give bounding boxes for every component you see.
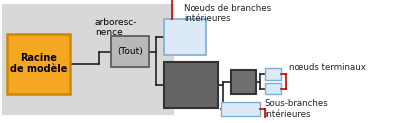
FancyBboxPatch shape — [221, 102, 260, 116]
FancyBboxPatch shape — [111, 36, 149, 67]
FancyBboxPatch shape — [231, 70, 256, 94]
FancyBboxPatch shape — [7, 34, 70, 94]
FancyBboxPatch shape — [2, 4, 174, 115]
FancyBboxPatch shape — [164, 19, 206, 55]
Text: arboresc-
nence: arboresc- nence — [95, 18, 137, 37]
FancyBboxPatch shape — [265, 69, 281, 80]
Text: Racine
de modèle: Racine de modèle — [10, 53, 67, 75]
Text: Sous-branches
intérieures: Sous-branches intérieures — [265, 99, 328, 119]
FancyBboxPatch shape — [265, 83, 281, 94]
Text: (Tout): (Tout) — [118, 47, 143, 56]
Text: nœuds terminaux: nœuds terminaux — [289, 63, 366, 72]
FancyBboxPatch shape — [164, 62, 218, 108]
Text: Nœuds de branches
intérieures: Nœuds de branches intérieures — [184, 4, 271, 23]
